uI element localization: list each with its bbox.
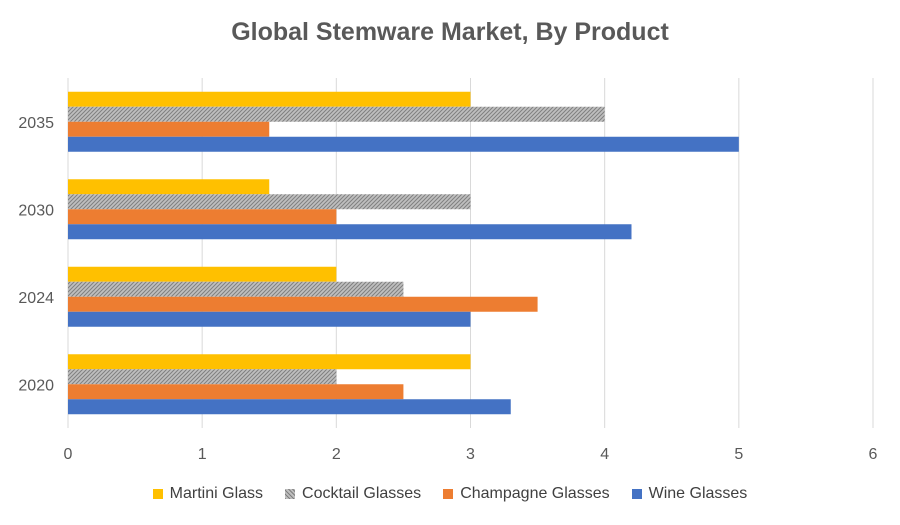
bar-champagne-glasses-2030 [68, 209, 337, 225]
bars [68, 91, 739, 415]
legend-swatch [152, 489, 163, 499]
bar-martini-glass-2024 [68, 266, 337, 282]
bar-wine-glasses-2030 [68, 224, 632, 240]
chart-title: Global Stemware Market, By Product [231, 18, 669, 46]
x-tick-label: 2 [332, 446, 341, 463]
bar-wine-glasses-2035 [68, 136, 739, 152]
bar-martini-glass-2030 [68, 179, 270, 195]
bar-champagne-glasses-2024 [68, 296, 538, 312]
legend-item: Champagne Glasses [443, 485, 610, 503]
legend-item: Wine Glasses [631, 485, 748, 503]
legend: Martini Glass Cocktail Glasses Champagne G… [0, 484, 900, 504]
y-category-label: 2024 [18, 290, 54, 307]
y-category-label: 2030 [18, 202, 54, 219]
bar-cocktail-glasses-2024 [68, 281, 404, 297]
legend-item: Cocktail Glasses [285, 485, 421, 503]
y-category-label: 2035 [18, 115, 54, 132]
x-tick-label: 4 [600, 446, 609, 463]
y-category-label: 2020 [18, 377, 54, 394]
legend-swatch [631, 489, 642, 499]
x-tick-label: 1 [198, 446, 207, 463]
legend-label: Cocktail Glasses [302, 485, 422, 502]
legend-label: Champagne Glasses [460, 485, 610, 502]
legend-swatch [285, 489, 296, 499]
x-tick-label: 6 [869, 446, 878, 463]
legend-swatch [443, 489, 454, 499]
legend-item: Martini Glass [152, 485, 264, 503]
y-axis-category-labels: 2020 2024 2030 2035 [18, 115, 54, 395]
bar-champagne-glasses-2020 [68, 384, 404, 400]
bar-wine-glasses-2024 [68, 311, 471, 327]
bar-cocktail-glasses-2030 [68, 194, 471, 210]
x-axis-tick-labels: 0 1 2 3 4 5 6 [64, 446, 878, 463]
bar-martini-glass-2035 [68, 91, 471, 107]
bar-wine-glasses-2020 [68, 399, 511, 415]
legend-label: Wine Glasses [648, 485, 748, 502]
x-tick-label: 5 [734, 446, 743, 463]
bar-cocktail-glasses-2020 [68, 369, 337, 385]
bar-champagne-glasses-2035 [68, 121, 270, 137]
x-tick-label: 0 [64, 446, 73, 463]
x-tick-label: 3 [466, 446, 475, 463]
legend-label: Martini Glass [169, 485, 264, 502]
bar-cocktail-glasses-2035 [68, 106, 605, 122]
bar-martini-glass-2020 [68, 354, 471, 370]
